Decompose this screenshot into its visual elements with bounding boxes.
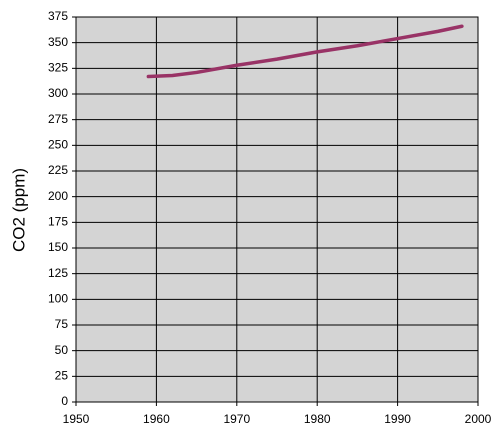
x-tick-label: 1960	[143, 412, 170, 426]
y-tick-label: 125	[48, 266, 68, 280]
y-tick-label: 225	[48, 163, 68, 177]
y-tick-label: 350	[48, 35, 68, 49]
x-tick-label: 1950	[63, 412, 90, 426]
y-tick-label: 275	[48, 112, 68, 126]
y-tick-label: 300	[48, 86, 68, 100]
y-tick-label: 250	[48, 138, 68, 152]
y-tick-label: 100	[48, 292, 68, 306]
plot-border	[75, 16, 479, 403]
y-tick-label: 375	[48, 9, 68, 23]
y-tick-label: 25	[55, 369, 69, 383]
y-tick-label: 200	[48, 189, 68, 203]
y-tick-label: 325	[48, 61, 68, 75]
data-line	[146, 24, 464, 79]
y-tick-label: 175	[48, 215, 68, 229]
plot-area	[76, 17, 478, 402]
y-tick-label: 0	[61, 394, 68, 408]
x-tick-label: 1980	[304, 412, 331, 426]
y-axis-label: CO2 (ppm)	[9, 168, 28, 252]
x-tick-label: 1970	[223, 412, 250, 426]
x-tick-label: 1990	[384, 412, 411, 426]
y-tick-label: 75	[55, 317, 69, 331]
y-tick-label: 50	[55, 343, 69, 357]
x-tick-label: 2000	[465, 412, 492, 426]
y-tick-label: 150	[48, 240, 68, 254]
